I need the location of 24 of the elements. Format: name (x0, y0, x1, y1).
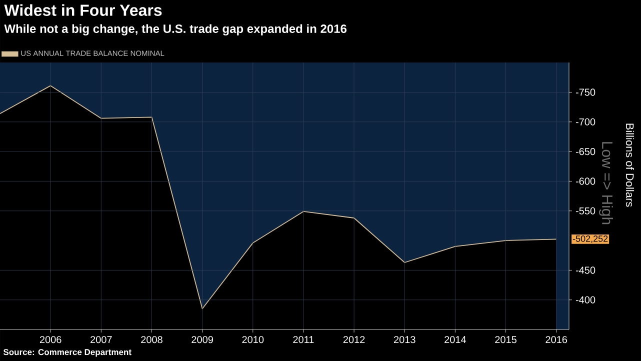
y-tick-label: -700 (576, 118, 596, 126)
x-tick-label: 2006 (40, 336, 62, 344)
y-axis-title: Billions of Dollars (626, 124, 634, 207)
x-tick-label: 2015 (495, 336, 516, 344)
x-tick-label: 2010 (242, 336, 264, 344)
chart-title: Widest in Four Years (4, 4, 162, 16)
annotation: -502,252 (572, 235, 608, 243)
x-tick-label: 2008 (141, 336, 162, 344)
x-tick-label: 2013 (394, 336, 416, 344)
x-tick-label: 2007 (90, 336, 112, 344)
y-tick-label: -550 (576, 207, 596, 214)
x-tick-label: 2011 (293, 336, 314, 344)
source-note: Source: Commerce Department (3, 349, 132, 357)
y-tick-label: -400 (576, 296, 596, 304)
x-tick-label: 2014 (444, 336, 466, 344)
y-tick-label: -450 (576, 266, 596, 274)
chart-subtitle: While not a big change, the U.S. trade gap expanded in 2016 (4, 24, 347, 36)
text: Low => High (599, 142, 613, 224)
y-tick-label: -650 (576, 148, 596, 156)
x-tick-label: 2016 (546, 336, 568, 344)
x-tick-label: 2009 (192, 336, 213, 344)
y-tick-label: -600 (576, 178, 596, 185)
y-tick-label: -750 (576, 88, 596, 96)
x-tick-label: 2012 (343, 336, 365, 344)
